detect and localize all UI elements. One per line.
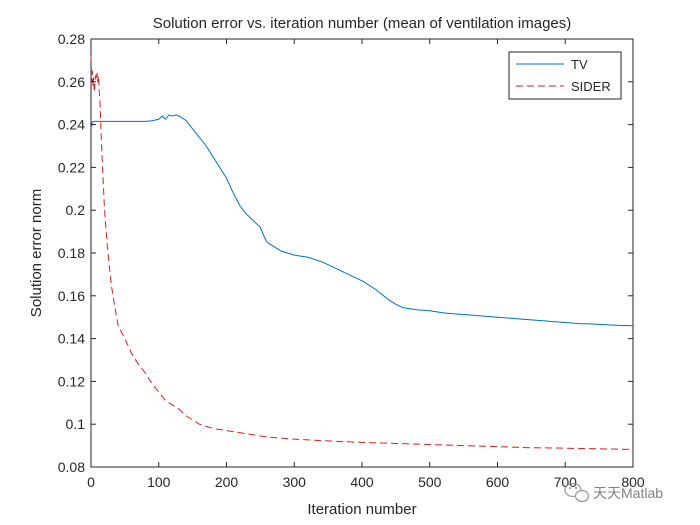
y-tick-label: 0.26 [58, 74, 85, 90]
x-tick-label: 500 [418, 474, 442, 490]
tick-layer: 0 100 200 300 400 500 600 700 800 0.08 0.1 0.12 0.14… [58, 31, 645, 490]
x-tick-label: 100 [147, 474, 171, 490]
axes-box [90, 38, 634, 468]
y-axis-title: Solution error norm [28, 189, 45, 317]
series-layer [90, 56, 634, 450]
y-tick-label: 0.1 [66, 416, 86, 432]
x-tick-label: 700 [554, 474, 578, 490]
y-tick-label: 0.18 [58, 245, 85, 261]
chart-title: Solution error vs. iteration number (mea… [153, 15, 572, 32]
x-tick-label: 0 [87, 474, 95, 490]
legend-box [508, 51, 622, 100]
legend-label-sider: SIDER [571, 79, 611, 94]
x-tick-label: 800 [621, 474, 645, 490]
wechat-icon [564, 482, 590, 503]
y-tick-label: 0.28 [58, 31, 85, 47]
x-axis-title: Iteration number [307, 501, 416, 518]
y-tick-label: 0.22 [58, 159, 85, 175]
x-tick-label: 200 [215, 474, 239, 490]
x-tick-label: 300 [283, 474, 307, 490]
legend-label-tv: TV [571, 57, 588, 72]
watermark: 天天Matlab [564, 482, 663, 503]
watermark-text: 天天Matlab [593, 485, 663, 501]
plot-area: 0 100 200 300 400 500 600 700 800 0.08 0.1 0.12 0.14… [58, 31, 645, 490]
y-tick-label: 0.16 [58, 288, 85, 304]
x-tick-label: 600 [486, 474, 510, 490]
legend: TV SIDER [508, 51, 622, 100]
y-tick-label: 0.14 [58, 331, 85, 347]
y-tick-label: 0.2 [66, 202, 86, 218]
y-tick-label: 0.24 [58, 117, 85, 133]
series-line-sider [90, 56, 634, 450]
series-line-tv [90, 114, 634, 327]
y-tick-label: 0.12 [58, 373, 85, 389]
x-tick-label: 400 [350, 474, 374, 490]
y-tick-label: 0.08 [58, 459, 85, 475]
